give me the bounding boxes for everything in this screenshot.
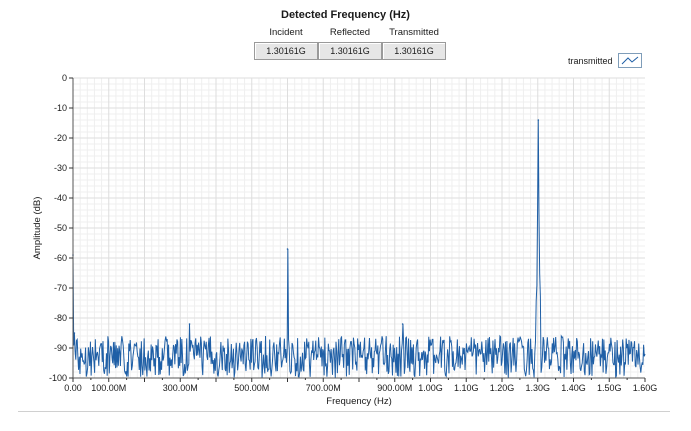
y-axis-title: Amplitude (dB) — [32, 197, 43, 260]
x-tick-label: 700.00M — [306, 383, 341, 393]
x-tick-label: 0.00 — [64, 383, 82, 393]
peak-marker — [537, 119, 540, 121]
x-tick-label: 1.30G — [525, 383, 550, 393]
x-tick-label: 300.00M — [163, 383, 198, 393]
incident-label: Incident — [269, 27, 303, 38]
y-tick-label: -90 — [54, 343, 67, 353]
y-tick-label: -60 — [54, 253, 67, 263]
peak-marker — [73, 332, 76, 334]
reflected-label: Reflected — [329, 27, 371, 38]
peak-marker — [188, 323, 191, 325]
plot-legend[interactable]: transmitted — [568, 53, 642, 68]
x-tick-label: 1.00G — [418, 383, 443, 393]
x-axis-title: Frequency (Hz) — [326, 396, 391, 407]
reflected-field: Reflected 1.30161G — [318, 27, 382, 60]
y-tick-label: 0 — [62, 73, 67, 83]
peak-marker — [401, 323, 404, 325]
x-tick-label: 500.00M — [234, 383, 269, 393]
y-tick-label: -20 — [54, 133, 67, 143]
y-tick-label: -100 — [49, 373, 67, 383]
x-tick-label: 900.00M — [377, 383, 412, 393]
x-tick-label: 100.00M — [91, 383, 126, 393]
y-tick-label: -70 — [54, 283, 67, 293]
transmitted-value: 1.30161G — [382, 42, 446, 60]
chart-bottom-border — [18, 411, 670, 412]
transmitted-label: Transmitted — [389, 27, 439, 38]
y-tick-label: -50 — [54, 223, 67, 233]
x-tick-label: 1.20G — [490, 383, 515, 393]
y-tick-label: -30 — [54, 163, 67, 173]
transmitted-field: Transmitted 1.30161G — [382, 27, 446, 60]
plot-area — [73, 78, 645, 378]
reflected-value: 1.30161G — [318, 42, 382, 60]
y-tick-label: -80 — [54, 313, 67, 323]
legend-label: transmitted — [568, 55, 613, 66]
x-tick-label: 1.50G — [597, 383, 622, 393]
y-tick-label: -10 — [54, 103, 67, 113]
peak-marker — [72, 254, 74, 256]
x-tick-label: 1.10G — [454, 383, 479, 393]
detected-frequency-title: Detected Frequency (Hz) — [281, 9, 410, 21]
peak-marker — [286, 248, 289, 250]
transmitted-trace — [72, 119, 646, 378]
x-tick-label: 1.40G — [561, 383, 586, 393]
incident-value: 1.30161G — [254, 42, 318, 60]
incident-field: Incident 1.30161G — [254, 27, 318, 60]
y-tick-label: -40 — [54, 193, 67, 203]
x-tick-label: 1.60G — [633, 383, 658, 393]
line-plot-icon[interactable] — [617, 53, 642, 68]
